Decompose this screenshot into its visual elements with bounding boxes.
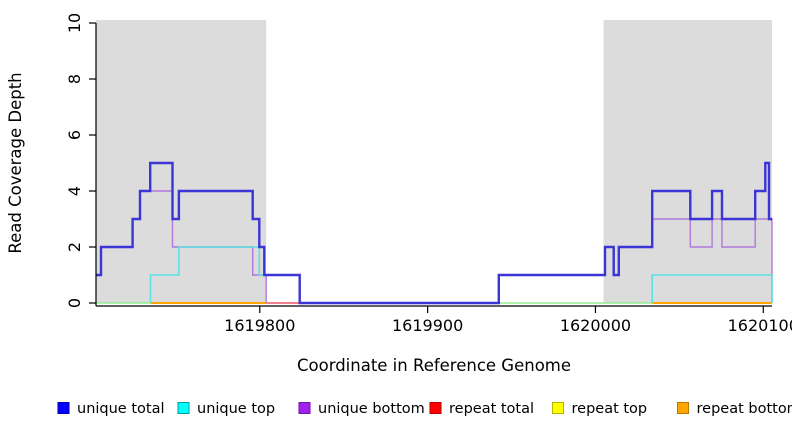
- legend-swatch-repeat-top: [552, 402, 564, 414]
- y-tick-label: 8: [65, 74, 84, 84]
- series-line-unique-total: [96, 161, 772, 305]
- y-tick-label: 10: [65, 13, 84, 33]
- repeat-region-right: [603, 20, 772, 303]
- legend-swatch-unique-total: [57, 402, 70, 414]
- y-tick-label: 0: [65, 298, 84, 308]
- repeat-region-left: [96, 20, 267, 303]
- legend-swatch-repeat-bottom: [677, 402, 689, 414]
- legend-swatch-repeat-total: [429, 402, 442, 414]
- legend-item-unique-bottom: unique bottom: [298, 401, 425, 417]
- legend-item-repeat-bottom: repeat bottom: [677, 401, 792, 417]
- legend-item-unique-top: unique top: [177, 401, 275, 417]
- y-tick-label: 6: [65, 130, 84, 140]
- y-tick-label: 2: [65, 242, 84, 252]
- legend-label: repeat bottom: [697, 401, 792, 417]
- x-axis-title: Coordinate in Reference Genome: [297, 356, 571, 375]
- x-tick-label: 1619800: [224, 316, 295, 335]
- legend: unique total unique top unique bottom repea…: [57, 401, 792, 417]
- x-tick-label: 1619900: [392, 316, 463, 335]
- axes-layer: 0 2 4 6 8 10 1619800 1619900 1620000 1620100: [65, 13, 792, 335]
- legend-swatch-unique-bottom: [298, 402, 311, 414]
- x-tick-label: 1620100: [728, 316, 792, 335]
- y-axis-title: Read Coverage Depth: [6, 72, 25, 253]
- highlight-regions-layer: [96, 20, 772, 303]
- series-line-unique-top: [651, 274, 773, 303]
- legend-label: repeat total: [449, 401, 534, 417]
- legend-label: unique total: [77, 401, 165, 417]
- legend-item-unique-total: unique total: [57, 401, 165, 417]
- series-layer: [96, 161, 773, 305]
- legend-swatch-unique-top: [177, 402, 190, 414]
- legend-label: unique bottom: [318, 401, 425, 417]
- x-tick-label: 1620000: [560, 316, 631, 335]
- y-tick-label: 4: [65, 186, 84, 196]
- legend-label: unique top: [197, 401, 275, 417]
- legend-label: repeat top: [572, 401, 648, 417]
- legend-item-repeat-top: repeat top: [552, 401, 648, 417]
- legend-item-repeat-total: repeat total: [429, 401, 534, 417]
